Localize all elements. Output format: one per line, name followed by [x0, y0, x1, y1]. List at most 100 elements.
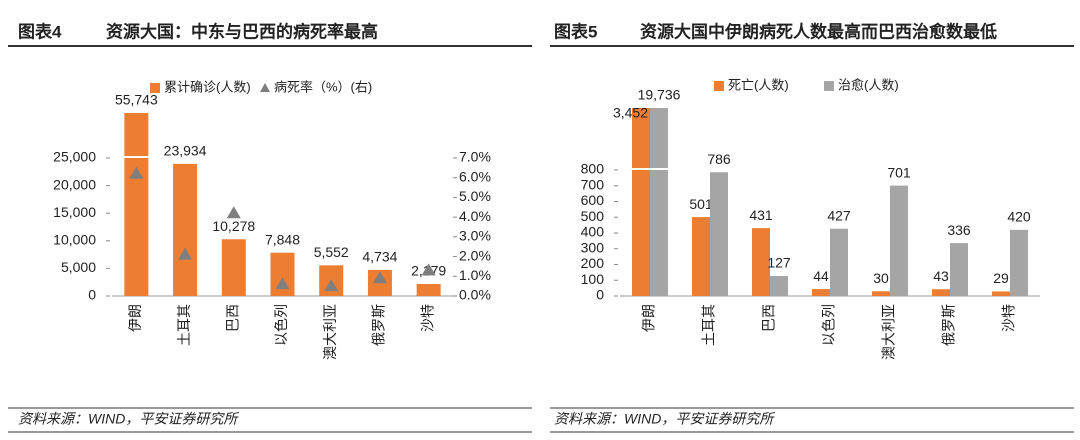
value-label: 19,736: [638, 87, 681, 103]
bar: [173, 163, 198, 296]
x-tick-label: 澳大利亚: [881, 304, 897, 360]
y-tick-label: 100: [581, 271, 605, 287]
bar: [1010, 229, 1028, 296]
y-tick-label: 10,000: [53, 232, 96, 248]
source: 资料来源：WIND，平安证券研究所: [18, 411, 239, 427]
source: 资料来源：WIND，平安证券研究所: [554, 411, 775, 427]
y-tick-label: 0: [88, 287, 96, 303]
legend-label: 死亡(人数): [728, 77, 789, 92]
x-tick-label: 俄罗斯: [941, 304, 957, 346]
bar: [632, 108, 650, 296]
value-label: 43: [933, 268, 949, 284]
chart-title: 资源大国：中东与巴西的病死率最高: [106, 21, 378, 41]
y2-tick-label: 3.0%: [459, 228, 491, 244]
legend-label: 治愈(人数): [838, 77, 899, 92]
bar: [992, 291, 1010, 296]
y2-tick-label: 1.0%: [459, 267, 491, 283]
chart-label: 图表4: [18, 21, 62, 41]
legend-swatch: [714, 81, 724, 91]
value-label: 5,552: [314, 244, 349, 260]
marker: [275, 277, 290, 290]
y2-tick-label: 7.0%: [459, 149, 491, 165]
value-label: 3,452: [613, 105, 648, 121]
marker: [324, 279, 339, 292]
value-label: 431: [749, 207, 773, 223]
y-tick-label: 600: [581, 192, 605, 208]
axis-break: [123, 156, 150, 158]
y-tick-label: 700: [581, 176, 605, 192]
value-label: 23,934: [164, 143, 207, 159]
value-label: 55,743: [115, 92, 158, 108]
y2-tick-label: 6.0%: [459, 168, 491, 184]
x-tick-label: 俄罗斯: [371, 304, 387, 346]
value-label: 427: [827, 207, 851, 223]
bar: [932, 289, 950, 296]
bar: [770, 275, 788, 296]
y-tick-label: 200: [581, 255, 605, 271]
legend-swatch: [150, 83, 160, 93]
y-tick-label: 15,000: [53, 204, 96, 220]
bar: [270, 252, 295, 296]
y-tick-label: 25,000: [53, 149, 96, 165]
bar: [692, 217, 710, 296]
bar: [890, 185, 908, 296]
value-label: 336: [947, 222, 971, 238]
y-tick-label: 0: [596, 287, 604, 303]
x-tick-label: 沙特: [419, 304, 435, 332]
value-label: 7,848: [265, 231, 300, 247]
value-label: 29: [993, 270, 1009, 286]
value-label: 420: [1007, 209, 1031, 225]
value-label: 127: [767, 255, 791, 271]
x-tick-label: 以色列: [273, 304, 289, 346]
x-tick-label: 沙特: [1001, 304, 1017, 332]
y-tick-label: 20,000: [53, 176, 96, 192]
marker: [178, 247, 193, 260]
x-tick-label: 土耳其: [176, 304, 192, 346]
chart-title: 资源大国中伊朗病死人数最高而巴西治愈数最低: [640, 21, 997, 41]
marker: [421, 263, 436, 276]
y-tick-label: 500: [581, 208, 605, 224]
chart-label: 图表5: [554, 21, 597, 41]
y-tick-label: 300: [581, 239, 605, 255]
bar: [752, 228, 770, 296]
legend-swatch: [824, 81, 834, 91]
value-label: 786: [707, 151, 731, 167]
value-label: 30: [873, 270, 889, 286]
marker: [129, 166, 144, 179]
bar: [124, 113, 149, 296]
y-tick-label: 800: [581, 161, 605, 177]
y2-tick-label: 5.0%: [459, 188, 491, 204]
y2-tick-label: 0.0%: [459, 287, 491, 303]
y-tick-label: 5,000: [61, 259, 96, 275]
bar: [830, 228, 848, 296]
x-tick-label: 伊朗: [641, 304, 657, 332]
bar: [416, 283, 441, 296]
value-label: 44: [813, 268, 829, 284]
y-tick-label: 400: [581, 224, 605, 240]
marker: [372, 271, 387, 284]
y2-tick-label: 4.0%: [459, 208, 491, 224]
legend-label: 病死率（%）(右): [274, 79, 372, 94]
x-tick-label: 澳大利亚: [322, 304, 338, 360]
legend-label: 累计确诊(人数): [164, 79, 251, 94]
x-tick-label: 伊朗: [127, 304, 143, 332]
value-label: 4,734: [362, 249, 397, 265]
x-tick-label: 土耳其: [701, 304, 717, 346]
x-tick-label: 巴西: [224, 304, 240, 332]
bar: [650, 108, 668, 296]
bar: [812, 289, 830, 296]
value-label: 10,278: [212, 218, 255, 234]
value-label: 501: [689, 196, 713, 212]
marker: [226, 206, 241, 219]
value-label: 701: [887, 164, 911, 180]
bar: [872, 291, 890, 296]
axis-break: [649, 168, 669, 170]
legend-marker: [260, 83, 270, 92]
bar: [221, 239, 246, 296]
bar: [710, 172, 728, 296]
y2-tick-label: 2.0%: [459, 247, 491, 263]
x-tick-label: 以色列: [821, 304, 837, 346]
bar: [950, 243, 968, 296]
axis-break: [631, 168, 651, 170]
